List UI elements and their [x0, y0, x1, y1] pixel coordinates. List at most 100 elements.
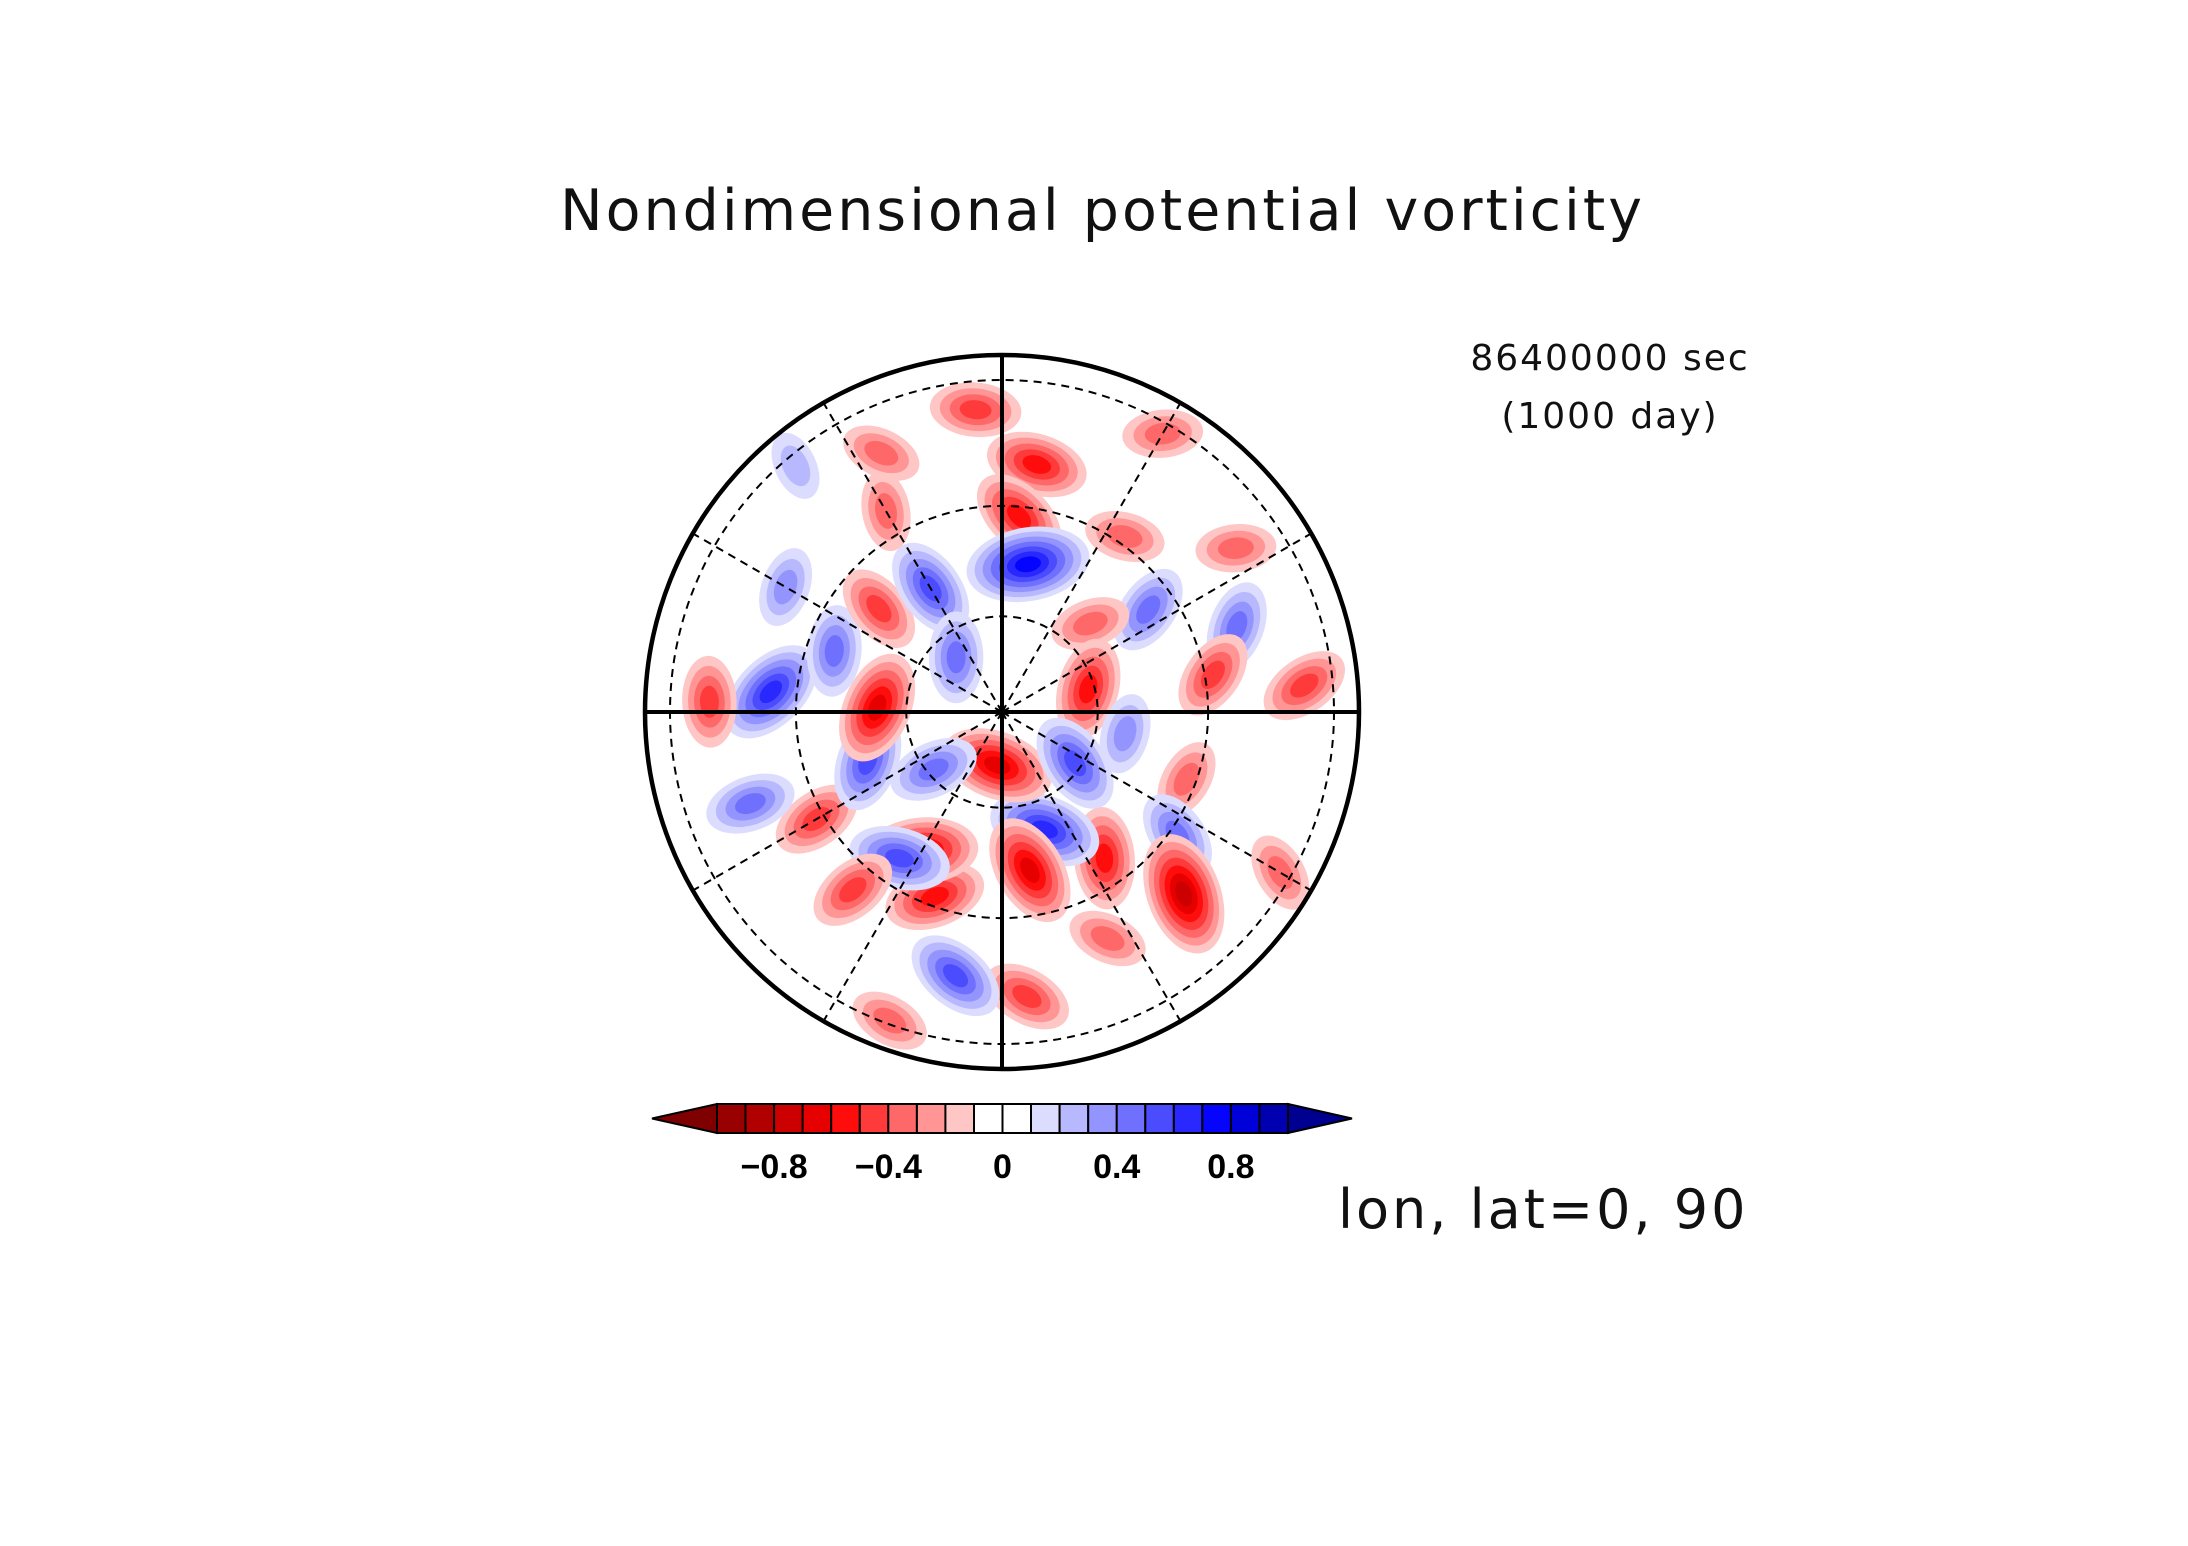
field-blob — [929, 382, 1022, 438]
colorbar-box — [801, 1103, 833, 1134]
field-blob — [984, 963, 1069, 1030]
colorbar-tick-label: 0.4 — [1093, 1148, 1140, 1186]
meridian — [1001, 711, 1312, 892]
colorbar-box — [858, 1103, 890, 1134]
field-blob-level — [1095, 843, 1114, 873]
colorbar-box — [944, 1103, 976, 1134]
field-blob — [706, 773, 795, 834]
field-blob — [911, 935, 1000, 1017]
map-grid — [642, 352, 1362, 1072]
colorbar-box — [1229, 1103, 1261, 1134]
field-blob-level — [773, 569, 798, 605]
colorbar-tick-label: −0.4 — [855, 1148, 922, 1186]
colorbar-high-extension — [1287, 1102, 1353, 1135]
field-blob-level — [867, 694, 887, 721]
field-blob-level — [918, 758, 949, 781]
meridian — [1001, 532, 1312, 713]
colorbar-box — [1144, 1103, 1175, 1134]
field-blob — [928, 611, 984, 704]
field-blob-level — [1267, 856, 1294, 890]
field-blob — [1263, 651, 1346, 721]
field-blob-level — [1226, 611, 1248, 642]
field-blob-level — [1217, 537, 1254, 559]
colorbar-tick-label: 0.8 — [1207, 1148, 1254, 1186]
field-blob-level — [839, 877, 867, 903]
field-blob-level — [1136, 595, 1161, 624]
field-blob-level — [1022, 455, 1052, 474]
colorbar-box — [1172, 1103, 1204, 1134]
colorbar-box — [1001, 1103, 1033, 1134]
colorbar-box — [1258, 1103, 1290, 1134]
field-blob — [843, 425, 920, 481]
field-blob-level — [942, 964, 969, 988]
map-boundary — [642, 352, 1362, 1072]
field-blob — [1143, 834, 1225, 954]
colorbar-box — [973, 1103, 1004, 1134]
field-blob-level — [1107, 525, 1143, 548]
meridian — [822, 402, 1003, 713]
field-blob-level — [1113, 716, 1137, 752]
colorbar-box — [1058, 1103, 1090, 1134]
colorbar: −0.8 −0.4 0 0.4 0.8 — [651, 1102, 1353, 1186]
field-blob-level — [946, 641, 966, 674]
field-blob — [813, 853, 893, 926]
field-blob-level — [885, 848, 914, 868]
field-blob — [852, 991, 927, 1050]
colorbar-box — [1087, 1103, 1118, 1134]
field-blob — [1085, 511, 1165, 562]
field-blob — [1178, 634, 1248, 716]
colorbar-box — [887, 1103, 918, 1134]
field-blob — [759, 548, 813, 627]
field-blob — [986, 431, 1087, 498]
meridian — [692, 711, 1003, 892]
time-seconds: 86400000 sec — [1470, 338, 1750, 379]
field-blob-level — [1015, 556, 1041, 573]
field-blob-level — [1175, 881, 1193, 907]
field-blob — [839, 653, 916, 762]
field-blob — [1251, 835, 1310, 910]
colorbar-box — [1115, 1103, 1147, 1134]
colorbar-tick-label: −0.8 — [741, 1148, 808, 1186]
field-blob — [1195, 524, 1277, 573]
field-blob — [771, 432, 820, 499]
field-blob — [806, 605, 862, 697]
colorbar-box — [716, 1103, 747, 1134]
slice-label: lon, lat=0, 90 — [1338, 1178, 1749, 1241]
field-blob-level — [1078, 674, 1098, 704]
field-blob-level — [1090, 926, 1125, 951]
colorbar-box — [1030, 1103, 1061, 1134]
vorticity-field — [682, 382, 1346, 1050]
colorbar-box — [830, 1103, 861, 1134]
time-days: (1000 day) — [1501, 396, 1719, 437]
field-blob-level — [1007, 504, 1032, 529]
field-blob-level — [699, 685, 719, 718]
colorbar-box — [1201, 1103, 1232, 1134]
field-blob — [966, 526, 1090, 603]
colorbar-low-extension — [651, 1102, 718, 1135]
field-blob — [1122, 409, 1204, 458]
field-blob-level — [920, 886, 949, 907]
field-blob-level — [959, 400, 992, 420]
field-blob — [1113, 568, 1183, 651]
colorbar-box — [915, 1103, 947, 1134]
field-blob-level — [1073, 611, 1108, 636]
colorbar-box — [773, 1103, 804, 1134]
field-blob-level — [873, 1007, 907, 1034]
field-blob-level — [824, 634, 844, 667]
field-blob — [682, 655, 737, 748]
field-blob — [1051, 597, 1130, 651]
field-blob-level — [735, 793, 766, 815]
field-blob-level — [780, 445, 811, 487]
field-blob-level — [1290, 673, 1319, 698]
meridian — [692, 532, 1003, 713]
meridian — [1001, 711, 1182, 1022]
field-blob-level — [759, 680, 783, 704]
colorbar-box — [744, 1103, 776, 1134]
field-blob-level — [866, 595, 892, 623]
meridian — [1001, 402, 1182, 713]
field-blob-level — [1012, 985, 1042, 1008]
field-blob-level — [1144, 422, 1181, 445]
field-blob — [1036, 717, 1114, 809]
field-blob — [989, 818, 1071, 923]
